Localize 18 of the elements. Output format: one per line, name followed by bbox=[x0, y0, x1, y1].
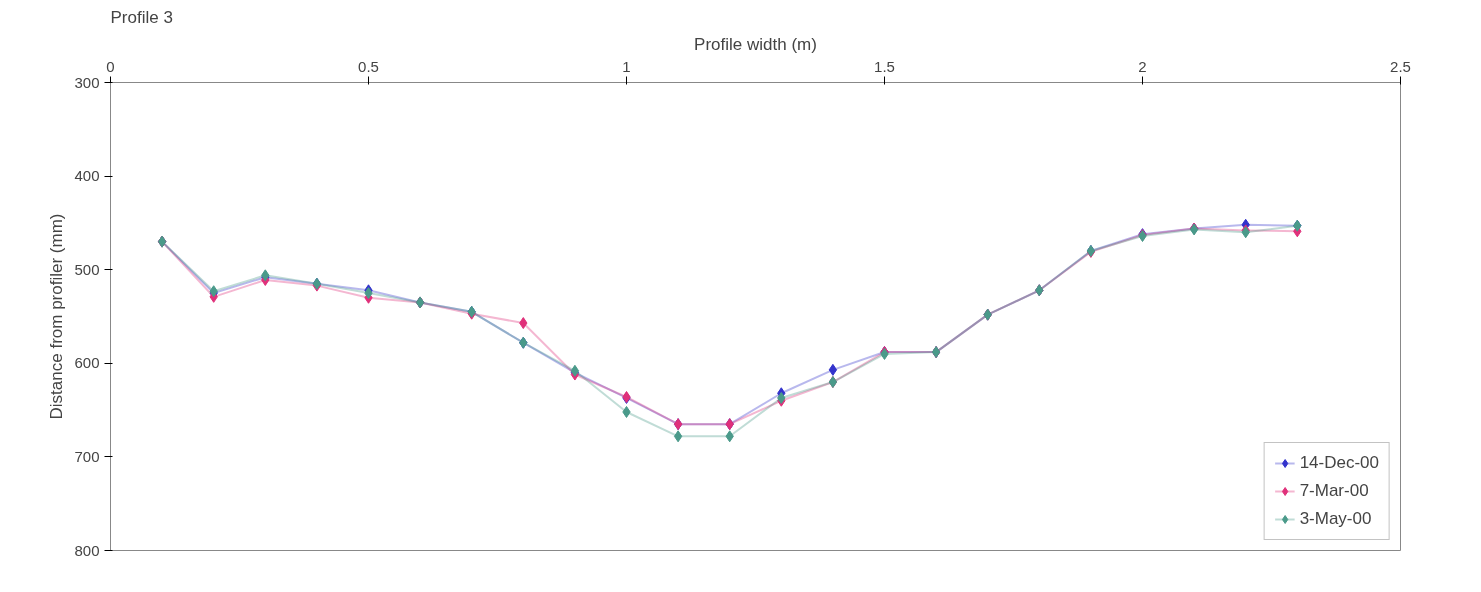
y-tick-label: 700 bbox=[74, 447, 100, 465]
x-tick-label: 2 bbox=[1138, 57, 1147, 75]
x-tick-label: 1 bbox=[622, 57, 631, 75]
y-tick-label: 500 bbox=[74, 260, 100, 278]
legend-label: 3-May-00 bbox=[1299, 509, 1372, 529]
chart-title: Profile 3 bbox=[110, 7, 173, 27]
legend-label: 7-Mar-00 bbox=[1299, 481, 1369, 501]
x-tick-label: 0 bbox=[106, 57, 115, 75]
x-tick-label: 0.5 bbox=[358, 57, 379, 75]
y-tick-label: 300 bbox=[74, 73, 100, 91]
x-tick-label: 1.5 bbox=[874, 57, 895, 75]
x-tick-label: 2.5 bbox=[1390, 57, 1411, 75]
y-tick-label: 600 bbox=[74, 354, 100, 372]
y-axis-title: Distance from profiler (mm) bbox=[47, 213, 67, 420]
legend-label: 14-Dec-00 bbox=[1299, 453, 1379, 473]
y-tick-label: 800 bbox=[74, 541, 100, 559]
x-axis-title: Profile width (m) bbox=[694, 34, 817, 54]
y-tick-label: 400 bbox=[74, 167, 100, 185]
